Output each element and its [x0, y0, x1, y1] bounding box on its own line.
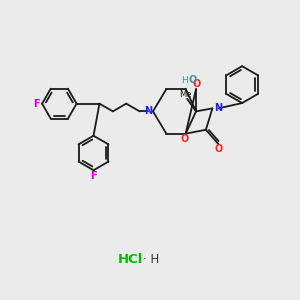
Text: · H: · H [143, 254, 160, 266]
Text: O: O [214, 144, 223, 154]
Text: O: O [193, 79, 201, 89]
Text: F: F [90, 171, 97, 181]
Text: H: H [181, 76, 188, 85]
Text: O: O [181, 134, 189, 144]
Text: N: N [214, 103, 222, 113]
Text: O: O [188, 75, 196, 85]
Text: Me: Me [179, 90, 192, 99]
Text: F: F [33, 99, 40, 109]
Text: N: N [144, 106, 152, 116]
Text: HCl: HCl [118, 254, 143, 266]
